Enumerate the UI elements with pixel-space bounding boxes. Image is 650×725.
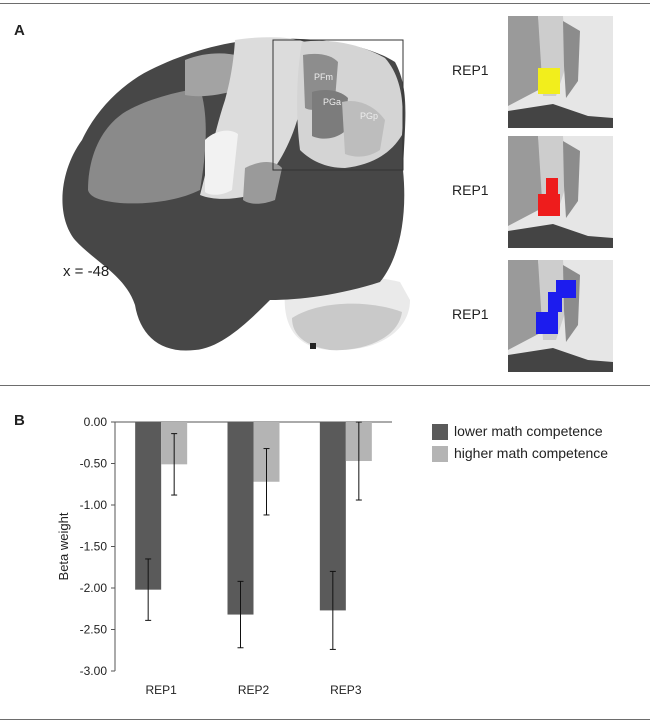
x-tick-label: REP2 [238,683,270,697]
legend-label-higher: higher math competence [454,445,609,461]
region-label-pfm: PFm [314,72,333,82]
y-tick-label: -2.00 [80,581,108,595]
beta-weight-chart: 0.00 -0.50 -1.00 -1.50 -2.00 -2.50 -3.00 Beta w… [56,415,392,697]
y-tick-label: 0.00 [84,415,108,429]
panel-a-letter: A [14,22,25,39]
inset-label-1: REP1 [452,62,489,78]
y-tick-label: -3.00 [80,664,108,678]
inset-label-2: REP1 [452,182,489,198]
x-tick-label: REP3 [330,683,362,697]
bottom-rule [0,719,650,720]
legend-swatch-lower [432,424,448,440]
y-tick-label: -1.50 [80,540,108,554]
legend-swatch-higher [432,446,448,462]
x-tick-label: REP1 [145,683,177,697]
middle-rule [0,385,650,386]
top-rule [0,3,650,4]
coordinate-label: x = -48 [63,263,110,280]
y-tick-label: -2.50 [80,623,108,637]
inset-3 [508,260,613,372]
panel-a: A [14,16,613,372]
panel-b-letter: B [14,412,25,429]
y-tick-label: -0.50 [80,457,108,471]
legend-label-lower: lower math competence [454,423,603,439]
inset-2 [508,136,613,248]
y-tick-label: -1.00 [80,498,108,512]
inset-label-3: REP1 [452,306,489,322]
y-axis-label: Beta weight [56,512,71,580]
region-label-pga: PGa [323,97,342,107]
brain-image [62,16,613,372]
inset-1 [508,16,613,128]
region-label-pgp: PGp [360,111,379,121]
